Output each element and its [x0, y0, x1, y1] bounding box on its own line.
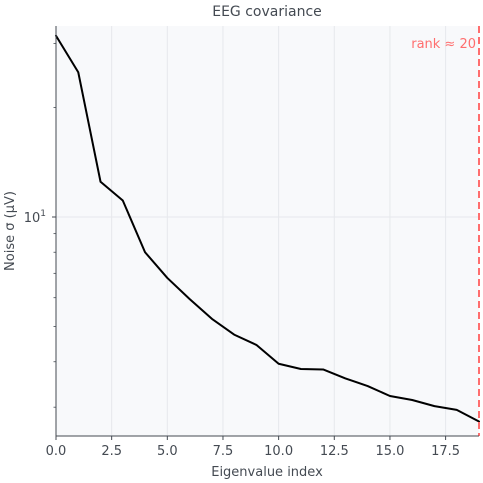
chart-title: EEG covariance: [212, 4, 322, 20]
y-axis-label: Noise σ (µV): [3, 191, 18, 271]
y-tick-exponent: 1: [40, 209, 46, 219]
x-tick-label: 15.0: [375, 444, 404, 459]
x-tick-label: 0.0: [46, 444, 67, 459]
plot-area: [56, 26, 479, 436]
x-axis-label: Eigenvalue index: [211, 465, 323, 480]
rank-annotation-label: rank ≈ 20: [411, 37, 476, 52]
x-tick-label: 17.5: [431, 444, 460, 459]
x-tick-label: 7.5: [213, 444, 234, 459]
x-tick-label: 12.5: [320, 444, 349, 459]
y-tick-label: 101: [24, 209, 46, 226]
x-tick-label: 5.0: [157, 444, 178, 459]
x-tick-label: 2.5: [101, 444, 122, 459]
x-tick-label: 10.0: [264, 444, 293, 459]
